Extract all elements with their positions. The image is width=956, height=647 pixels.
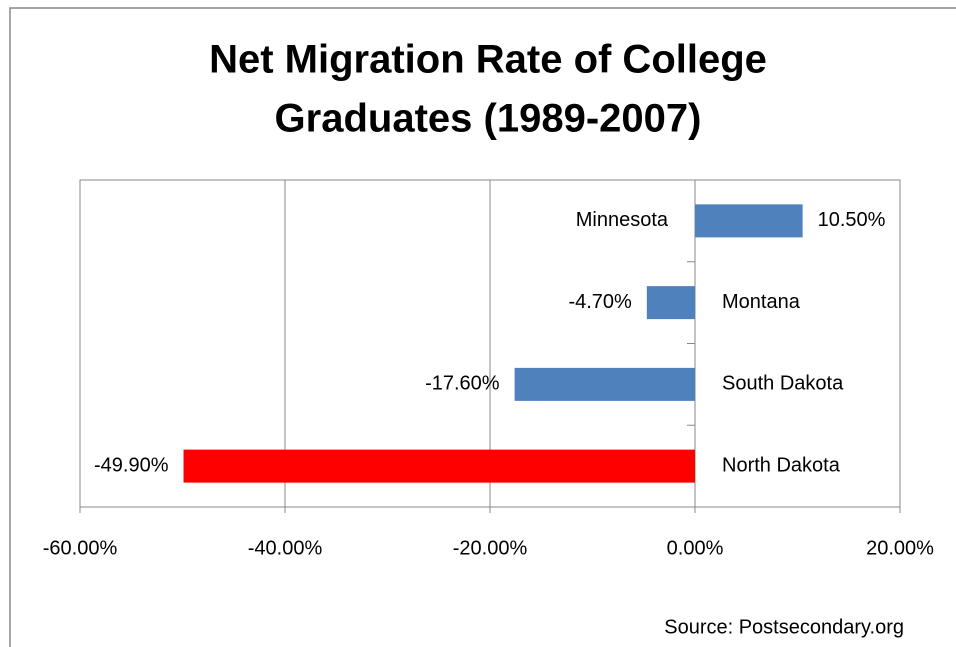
chart-title: Net Migration Rate of College	[209, 38, 767, 82]
data-label: -49.90%	[94, 454, 169, 476]
bar	[183, 449, 695, 483]
bar	[646, 286, 695, 320]
x-tick-label: 0.00%	[667, 537, 724, 559]
x-tick-label: -20.00%	[453, 537, 528, 559]
category-label: Montana	[722, 291, 801, 313]
data-label: -4.70%	[568, 291, 632, 313]
bar	[514, 367, 695, 401]
x-tick-label: 20.00%	[866, 537, 934, 559]
frame	[9, 7, 956, 647]
chart-title: Graduates (1989-2007)	[275, 97, 702, 141]
x-tick-label: -40.00%	[248, 537, 323, 559]
bar	[695, 204, 803, 238]
x-tick-label: -60.00%	[43, 537, 118, 559]
category-label: Minnesota	[576, 209, 669, 231]
category-label: South Dakota	[722, 373, 844, 395]
data-label: -17.60%	[425, 373, 500, 395]
category-label: North Dakota	[722, 454, 841, 476]
data-label: 10.50%	[818, 209, 886, 231]
source-note: Source: Postsecondary.org	[664, 616, 904, 638]
